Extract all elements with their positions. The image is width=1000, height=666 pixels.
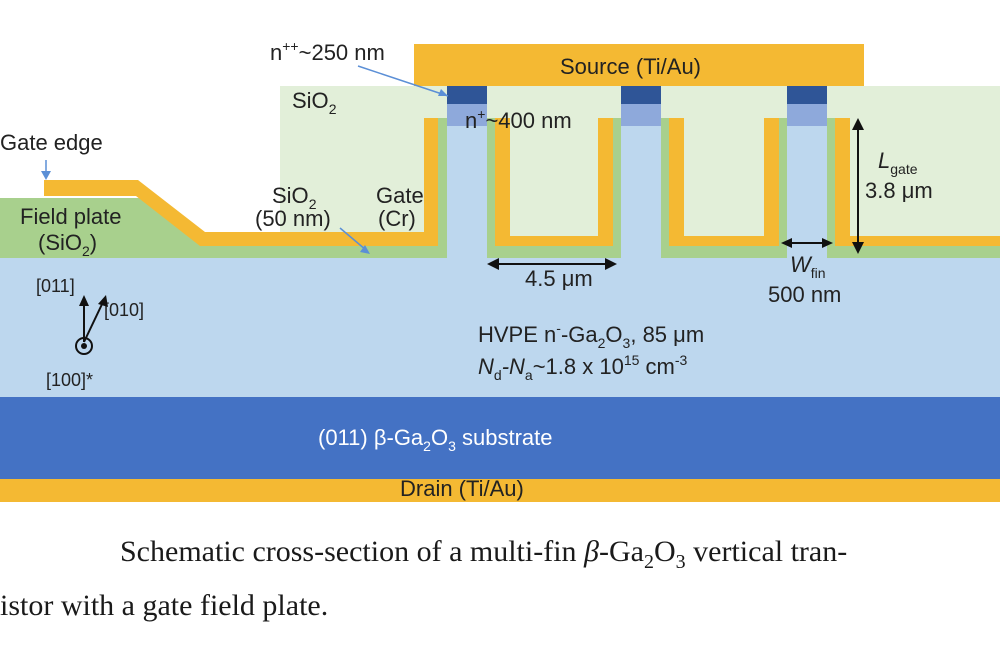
direction-010-arrow: [83, 299, 105, 343]
substrate-layer: [0, 397, 1000, 479]
lgate-label: Lgate: [878, 148, 918, 177]
gate-edge-arrowhead: [41, 171, 51, 180]
fin-2-np-layer: [621, 104, 661, 126]
hvpe-label: HVPE n--Ga2O3, 85 μm: [478, 320, 704, 351]
lgate-arrow-top: [852, 118, 864, 130]
direction-010-arrowhead: [98, 295, 108, 307]
wfin-value: 500 nm: [768, 282, 841, 307]
gate-label-line2: (Cr): [378, 206, 416, 231]
np-label: n+~400 nm: [465, 106, 572, 133]
fin-3-np-layer: [787, 104, 827, 126]
direction-100-label: [100]*: [46, 370, 93, 390]
fin-3-npp-layer: [787, 86, 827, 104]
pitch-arrow-left: [487, 258, 499, 270]
drain-contact: [0, 479, 1000, 502]
pitch-label: 4.5 μm: [525, 266, 593, 291]
gate-label-line1: Gate: [376, 183, 424, 208]
direction-100-dot: [81, 343, 87, 349]
drift-region: [0, 255, 1000, 397]
fin-1-gate-left: [424, 118, 438, 246]
direction-010-label: [010]: [104, 300, 144, 320]
transistor-cross-section-diagram: Source (Ti/Au) Drain (Ti/Au) (011) β-Ga2…: [0, 38, 1000, 502]
figure-caption: Schematic cross-section of a multi-fin β…: [0, 530, 1000, 627]
direction-011-arrowhead: [79, 295, 89, 306]
gate-edge-label: Gate edge: [0, 130, 103, 155]
direction-011-label: [011]: [36, 276, 75, 296]
lgate-arrow-bottom: [852, 242, 864, 254]
field-plate-label-line1: Field plate: [20, 204, 122, 229]
source-contact: [414, 44, 864, 86]
trench-2-fill: [684, 110, 764, 236]
sio2-top-label: SiO2: [292, 88, 337, 117]
fin-1-npp-layer: [447, 86, 487, 104]
wfin-label: Wfin: [790, 252, 826, 281]
field-plate-label-line2: (SiO2): [38, 230, 97, 259]
fin-1-np-layer: [447, 104, 487, 126]
doping-label: Nd-Na~1.8 x 1015 cm-3: [478, 352, 688, 383]
drain-label: Drain (Ti/Au): [400, 476, 524, 501]
source-label: Source (Ti/Au): [560, 54, 701, 79]
pitch-arrow-right: [605, 258, 617, 270]
wfin-arrow-right: [822, 238, 833, 248]
sio2-thin-leader: [339, 227, 367, 251]
trench-1-fill: [510, 110, 598, 236]
substrate-label: (011) β-Ga2O3 substrate: [318, 425, 553, 454]
field-plate-gate-metal: [44, 180, 450, 246]
direction-100-out-of-plane: [75, 337, 93, 355]
sio2-thin-arrowhead: [360, 245, 370, 254]
right-oxide-fill: [850, 110, 1000, 236]
sio2-thin-label-line1: SiO2: [272, 183, 317, 212]
caption-line-2: istor with a gate field plate.: [0, 589, 329, 622]
npp-arrowhead: [438, 89, 448, 96]
npp-label: n++~250 nm: [270, 38, 385, 65]
npp-leader: [357, 65, 449, 97]
sio2-thin-label-line2: (50 nm): [255, 206, 331, 231]
lgate-value: 3.8 μm: [865, 178, 933, 203]
wfin-arrow-left: [781, 238, 792, 248]
caption-line-1: Schematic cross-section of a multi-fin β…: [120, 535, 848, 573]
fin-2-npp-layer: [621, 86, 661, 104]
